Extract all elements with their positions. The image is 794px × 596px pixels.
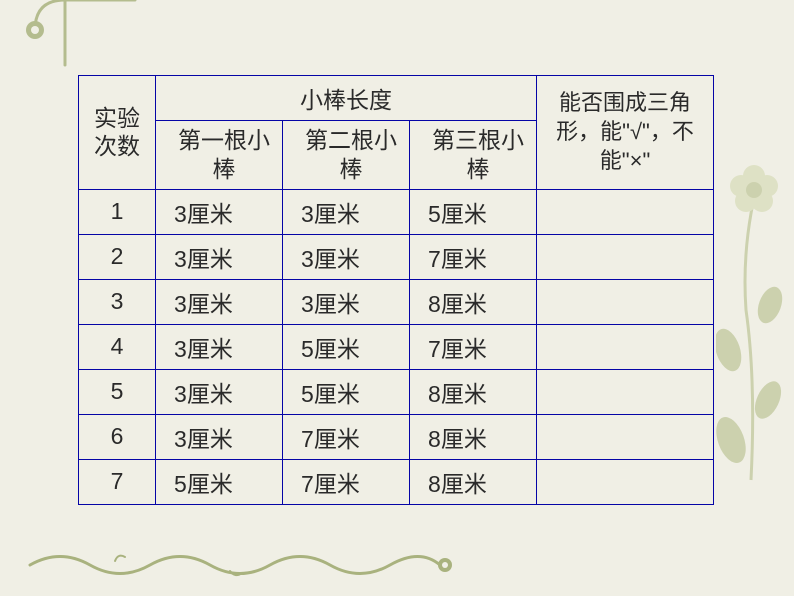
vine-corner-icon [20,0,140,70]
cell-stick-3: 7厘米 [410,324,537,369]
cell-stick-1: 3厘米 [156,279,283,324]
table-row: 33厘米3厘米8厘米 [79,279,714,324]
cell-stick-1: 3厘米 [156,369,283,414]
cell-experiment-number: 4 [79,324,156,369]
header-stick-1: 第一根小棒 [156,121,283,190]
experiment-table-container: 实验次数 小棒长度 能否围成三角形，能"√"，不能"×" 第一根小棒 第二根小棒… [78,75,714,505]
header-experiment-count: 实验次数 [79,76,156,190]
cell-result [537,324,714,369]
flower-branch-icon [716,130,786,490]
cell-stick-2: 3厘米 [283,189,410,234]
cell-experiment-number: 3 [79,279,156,324]
table-header-row-1: 实验次数 小棒长度 能否围成三角形，能"√"，不能"×" [79,76,714,121]
header-stick-3: 第三根小棒 [410,121,537,190]
cell-stick-1: 3厘米 [156,189,283,234]
header-result: 能否围成三角形，能"√"，不能"×" [537,76,714,190]
cell-experiment-number: 6 [79,414,156,459]
cell-experiment-number: 1 [79,189,156,234]
table-row: 63厘米7厘米8厘米 [79,414,714,459]
cell-experiment-number: 5 [79,369,156,414]
table-row: 75厘米7厘米8厘米 [79,459,714,504]
cell-experiment-number: 7 [79,459,156,504]
table-body: 13厘米3厘米5厘米23厘米3厘米7厘米33厘米3厘米8厘米43厘米5厘米7厘米… [79,189,714,504]
cell-result [537,369,714,414]
cell-stick-3: 8厘米 [410,369,537,414]
cell-stick-3: 5厘米 [410,189,537,234]
table-row: 13厘米3厘米5厘米 [79,189,714,234]
experiment-table: 实验次数 小棒长度 能否围成三角形，能"√"，不能"×" 第一根小棒 第二根小棒… [78,75,714,505]
cell-stick-3: 8厘米 [410,279,537,324]
cell-result [537,414,714,459]
vine-bottom-icon [20,543,570,588]
cell-stick-1: 5厘米 [156,459,283,504]
cell-stick-2: 5厘米 [283,324,410,369]
cell-stick-3: 8厘米 [410,459,537,504]
table-header: 实验次数 小棒长度 能否围成三角形，能"√"，不能"×" 第一根小棒 第二根小棒… [79,76,714,190]
table-row: 23厘米3厘米7厘米 [79,234,714,279]
cell-stick-1: 3厘米 [156,414,283,459]
header-stick-length: 小棒长度 [156,76,537,121]
cell-result [537,189,714,234]
cell-result [537,459,714,504]
cell-stick-2: 5厘米 [283,369,410,414]
cell-stick-3: 8厘米 [410,414,537,459]
cell-stick-2: 3厘米 [283,234,410,279]
cell-stick-1: 3厘米 [156,234,283,279]
cell-stick-1: 3厘米 [156,324,283,369]
cell-result [537,234,714,279]
cell-stick-3: 7厘米 [410,234,537,279]
cell-stick-2: 7厘米 [283,414,410,459]
header-stick-2: 第二根小棒 [283,121,410,190]
cell-result [537,279,714,324]
cell-stick-2: 3厘米 [283,279,410,324]
cell-experiment-number: 2 [79,234,156,279]
table-row: 43厘米5厘米7厘米 [79,324,714,369]
table-row: 53厘米5厘米8厘米 [79,369,714,414]
cell-stick-2: 7厘米 [283,459,410,504]
